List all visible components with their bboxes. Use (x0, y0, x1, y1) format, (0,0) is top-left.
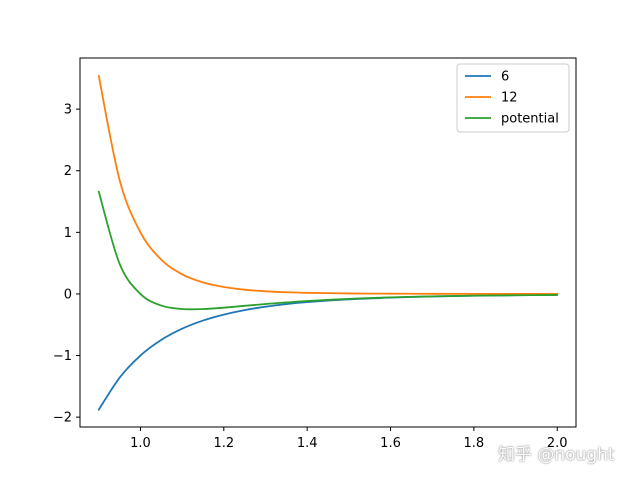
legend: 6 12 potential (456, 63, 570, 133)
legend-label: potential (501, 112, 559, 127)
legend-label: 6 (501, 70, 509, 85)
x-tick-label: 1.8 (464, 436, 485, 451)
series-line-potential (97, 190, 559, 311)
plot-area (97, 74, 559, 411)
axes-frame (79, 57, 577, 428)
x-tick-label: 1.2 (213, 436, 234, 451)
y-tick-label: 0 (64, 287, 72, 302)
y-tick-label: −2 (53, 411, 72, 426)
y-tick-label: −1 (53, 349, 72, 364)
x-tick-label: 1.6 (380, 436, 401, 451)
x-tick-label: 1.0 (130, 436, 151, 451)
series-line-12 (97, 74, 559, 295)
legend-label: 12 (501, 91, 518, 106)
x-axis: 1.0 1.2 1.4 1.6 1.8 2.0 (130, 427, 568, 451)
watermark: 知乎 @nought (498, 445, 615, 465)
legend-box (456, 63, 570, 133)
x-tick-label: 2.0 (547, 436, 568, 451)
y-tick-label: 2 (64, 164, 72, 179)
y-tick-label: 3 (64, 103, 72, 118)
x-tick-label: 1.4 (297, 436, 318, 451)
y-axis: −2 −1 0 1 2 3 (53, 103, 80, 426)
y-tick-label: 1 (64, 226, 72, 241)
